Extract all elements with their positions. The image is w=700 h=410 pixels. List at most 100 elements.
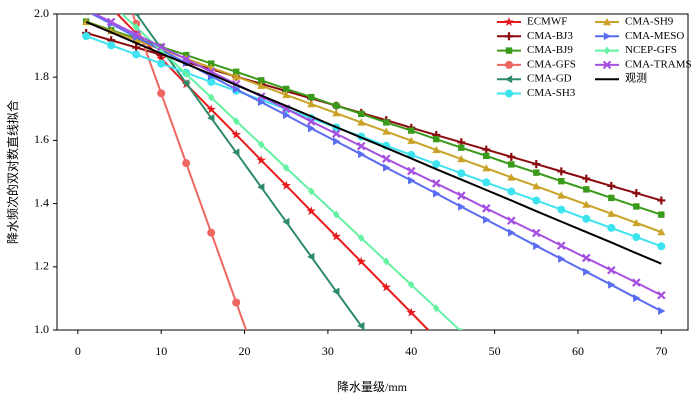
marker	[607, 209, 616, 217]
marker	[233, 85, 241, 94]
series-line	[92, 14, 662, 297]
marker	[207, 113, 215, 122]
marker	[131, 30, 141, 39]
marker	[632, 189, 641, 198]
marker	[381, 154, 391, 164]
marker	[258, 140, 265, 149]
marker	[582, 200, 591, 208]
marker	[306, 206, 316, 216]
marker	[382, 357, 389, 365]
marker	[157, 89, 166, 98]
marker	[433, 135, 440, 143]
y-tick-label: 1.4	[34, 195, 49, 209]
marker	[632, 233, 641, 242]
marker	[508, 228, 516, 237]
marker	[632, 278, 641, 287]
legend-marker	[504, 17, 514, 27]
marker	[459, 327, 464, 330]
marker	[333, 210, 340, 219]
marker	[258, 77, 265, 84]
marker	[483, 215, 491, 224]
marker	[657, 196, 666, 205]
marker	[457, 155, 466, 163]
legend-label: CMA-GD	[527, 73, 572, 85]
marker	[283, 111, 291, 120]
marker	[408, 127, 415, 134]
marker	[583, 267, 591, 276]
marker	[582, 214, 591, 223]
marker	[106, 3, 116, 12]
legend-marker	[505, 60, 513, 69]
marker	[83, 6, 90, 13]
marker	[356, 141, 366, 151]
legend-marker	[603, 32, 611, 41]
legend-label: CMA-GFS	[527, 58, 576, 70]
marker	[357, 118, 366, 126]
marker	[482, 145, 491, 154]
legend-marker	[505, 75, 513, 84]
marker	[232, 72, 241, 80]
marker	[483, 152, 490, 160]
x-axis-label: 降水量级/mm	[337, 380, 408, 394]
marker	[82, 32, 91, 41]
marker	[532, 182, 541, 190]
x-tick-label: 0	[75, 344, 81, 358]
marker	[457, 169, 466, 178]
marker	[607, 181, 616, 190]
marker	[307, 252, 315, 261]
marker	[208, 60, 215, 67]
marker	[657, 290, 666, 300]
marker	[206, 104, 216, 114]
marker	[407, 136, 416, 144]
legend-label: CMA-SH9	[625, 16, 674, 28]
marker	[157, 59, 166, 68]
y-tick-label: 2.0	[34, 6, 49, 20]
marker	[406, 166, 416, 176]
marker	[458, 202, 466, 211]
marker	[307, 100, 316, 108]
marker	[583, 186, 590, 193]
marker	[657, 242, 666, 251]
marker	[231, 129, 241, 139]
marker	[356, 256, 367, 266]
marker	[458, 144, 465, 151]
marker	[433, 189, 441, 198]
marker	[558, 177, 565, 185]
marker	[132, 43, 141, 52]
marker	[332, 109, 341, 117]
marker	[381, 282, 392, 292]
marker	[432, 145, 441, 154]
marker	[456, 191, 466, 200]
marker	[232, 298, 241, 307]
x-tick-label: 50	[489, 344, 501, 358]
marker	[82, 14, 85, 15]
legend-marker	[505, 89, 513, 98]
marker	[208, 93, 215, 102]
x-tick-label: 70	[655, 344, 667, 358]
x-tick-label: 20	[239, 344, 251, 358]
y-tick-label: 1.6	[34, 132, 49, 146]
marker	[358, 234, 365, 243]
legend-marker	[603, 46, 611, 55]
marker	[383, 257, 390, 266]
marker	[532, 160, 541, 169]
marker	[107, 41, 116, 50]
marker	[331, 231, 341, 241]
marker	[181, 54, 191, 64]
marker	[383, 163, 391, 172]
marker	[256, 155, 266, 165]
marker	[607, 223, 616, 232]
y-axis-label: 降水频次的双对数直线拟合	[5, 100, 20, 244]
marker	[332, 287, 340, 296]
marker	[507, 173, 516, 181]
marker	[608, 280, 616, 289]
marker	[533, 169, 540, 176]
x-tick-label: 30	[322, 344, 334, 358]
marker	[257, 368, 265, 376]
marker	[358, 150, 366, 159]
marker	[406, 307, 417, 317]
y-tick-label: 1.2	[34, 259, 49, 273]
marker	[132, 14, 140, 18]
legend-marker	[602, 60, 612, 70]
marker	[207, 77, 216, 86]
